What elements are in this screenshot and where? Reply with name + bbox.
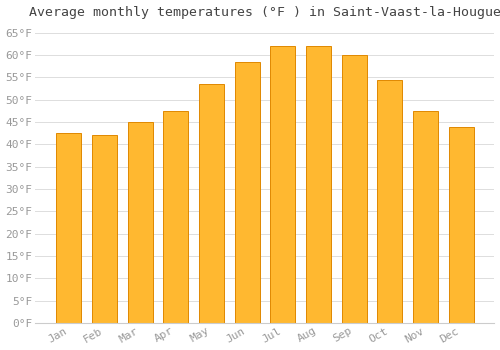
Bar [92, 135, 117, 323]
Bar [163, 111, 188, 323]
Bar [378, 80, 402, 323]
Bar [128, 122, 152, 323]
Bar [306, 46, 331, 323]
Bar [56, 133, 81, 323]
Bar [413, 111, 438, 323]
Bar [234, 62, 260, 323]
Bar [448, 127, 473, 323]
Title: Average monthly temperatures (°F ) in Saint-Vaast-la-Hougue: Average monthly temperatures (°F ) in Sa… [29, 6, 500, 19]
Bar [270, 46, 295, 323]
Bar [342, 55, 366, 323]
Bar [199, 84, 224, 323]
